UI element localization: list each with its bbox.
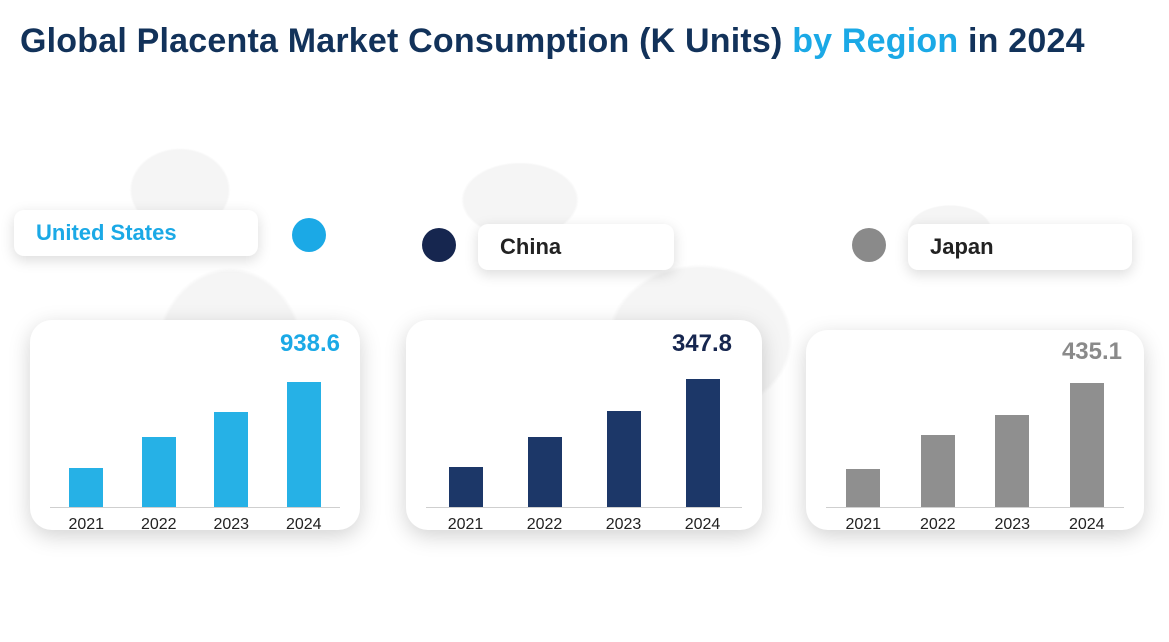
chart-bar [528,437,562,507]
region-dot-icon [292,218,326,252]
chart-value-label: 435.1 [1062,338,1122,366]
chart-x-label: 2022 [132,516,186,534]
title-accent: by Region [792,22,958,60]
chart-bar [995,415,1029,507]
chart-bar [846,469,880,507]
chart-bars [50,378,340,508]
chart-bar [214,412,248,507]
region-label: Japan [908,224,1132,270]
title-part1: Global Placenta Market Consumption (K Un… [20,22,792,60]
chart-x-labels: 2021 2022 2023 2024 [826,516,1124,534]
chart-bar [142,437,176,507]
chart-bar [607,411,641,507]
chart-x-label: 2021 [439,516,493,534]
region-chart-card: 347.82021202220232024 [406,320,762,530]
page-title: Global Placenta Market Consumption (K Un… [20,22,1085,61]
chart-x-label: 2021 [59,516,113,534]
chart-x-labels: 2021 2022 2023 2024 [50,516,340,534]
chart-bar [69,468,103,507]
chart-bar [686,379,720,507]
chart-bar [287,382,321,507]
region-label: United States [14,210,258,256]
chart-x-label: 2023 [985,516,1039,534]
region-chart-card: 435.12021202220232024 [806,330,1144,530]
chart-x-label: 2023 [204,516,258,534]
chart-value-label: 347.8 [672,330,732,358]
region-label-text: United States [36,220,177,246]
region-dot-icon [852,228,886,262]
chart-x-labels: 2021 2022 2023 2024 [426,516,742,534]
region-label-text: China [500,234,561,260]
chart-bars [426,378,742,508]
chart-x-label: 2022 [911,516,965,534]
chart-x-label: 2021 [836,516,890,534]
chart-value-label: 938.6 [280,330,340,358]
chart-x-label: 2023 [597,516,651,534]
region-label: China [478,224,674,270]
title-part2: in 2024 [958,22,1084,60]
region-label-text: Japan [930,234,994,260]
chart-x-label: 2024 [277,516,331,534]
region-dot-icon [422,228,456,262]
chart-x-label: 2024 [1060,516,1114,534]
chart-bars [826,388,1124,508]
chart-x-label: 2024 [676,516,730,534]
region-chart-card: 938.62021202220232024 [30,320,360,530]
chart-x-label: 2022 [518,516,572,534]
chart-bar [921,435,955,507]
chart-bar [1070,383,1104,507]
chart-bar [449,467,483,507]
